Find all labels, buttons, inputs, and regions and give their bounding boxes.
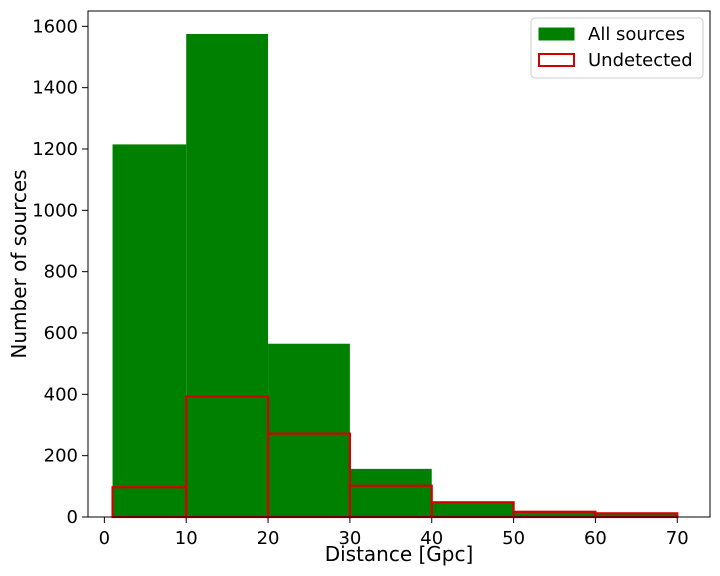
y-tick-label: 400 (44, 384, 78, 405)
x-tick-label: 50 (502, 528, 525, 549)
x-axis-title: Distance [Gpc] (325, 542, 474, 566)
legend-swatch (538, 27, 575, 41)
y-tick-label: 600 (44, 323, 78, 344)
x-tick-label: 30 (338, 528, 361, 549)
legend-label: Undetected (588, 50, 693, 71)
x-tick-label: 20 (257, 528, 280, 549)
all-sources-bar (112, 144, 187, 517)
x-tick-label: 10 (175, 528, 198, 549)
y-tick-label: 1000 (32, 200, 78, 221)
legend-swatch (538, 53, 575, 67)
x-axis-ticks: 0 10 20 30 40 50 60 70 (99, 517, 689, 549)
y-tick-label: 1200 (32, 139, 78, 160)
x-tick-label: 0 (99, 528, 110, 549)
x-tick-label: 40 (420, 528, 443, 549)
all-sources-bar (513, 511, 596, 517)
all-sources-bar (595, 513, 678, 517)
x-tick-label: 70 (666, 528, 689, 549)
y-tick-label: 1600 (32, 16, 78, 37)
y-tick-label: 1400 (32, 78, 78, 99)
y-tick-label: 0 (67, 507, 78, 528)
legend: All sources Undetected (530, 17, 704, 79)
y-tick-label: 800 (44, 262, 78, 283)
axes (87, 10, 711, 518)
legend-label: All sources (588, 24, 685, 45)
y-tick-label: 200 (44, 446, 78, 467)
all-sources-bars (112, 34, 678, 517)
all-sources-bar (268, 343, 350, 517)
all-sources-bar (186, 34, 269, 517)
x-tick-label: 60 (584, 528, 607, 549)
y-axis-title: Number of sources (7, 169, 31, 358)
all-sources-bar (349, 468, 432, 517)
all-sources-bar (431, 501, 514, 517)
plot-frame (87, 10, 711, 518)
y-axis-ticks: 0 200 400 600 800 1000 1200 1400 1600 (32, 16, 88, 528)
